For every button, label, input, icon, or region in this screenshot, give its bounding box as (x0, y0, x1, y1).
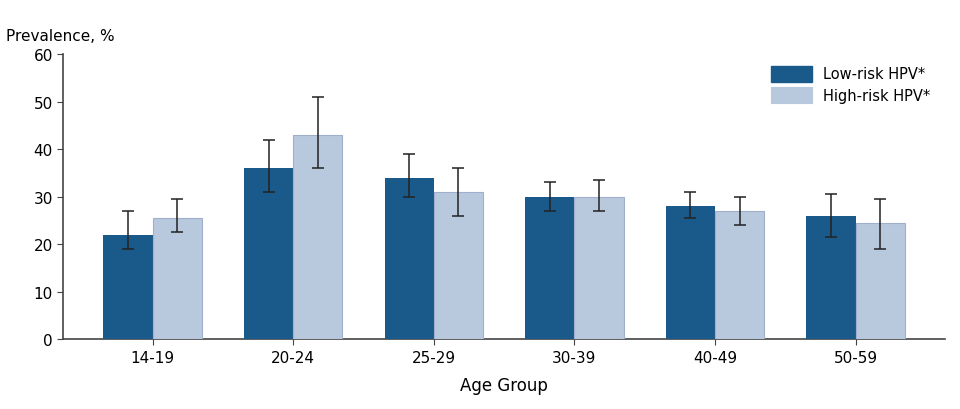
Legend: Low-risk HPV*, High-risk HPV*: Low-risk HPV*, High-risk HPV* (763, 59, 938, 111)
Bar (434, 193, 483, 339)
Bar (525, 197, 574, 339)
Bar (293, 135, 343, 339)
Bar (855, 223, 905, 339)
Bar (244, 169, 293, 339)
Bar (574, 197, 624, 339)
Bar (153, 218, 202, 339)
Bar (715, 211, 764, 339)
X-axis label: Age Group: Age Group (460, 376, 548, 394)
Text: Prevalence, %: Prevalence, % (6, 29, 114, 43)
Bar (806, 216, 855, 339)
Bar (666, 207, 715, 339)
Bar (104, 235, 153, 339)
Bar (385, 178, 434, 339)
